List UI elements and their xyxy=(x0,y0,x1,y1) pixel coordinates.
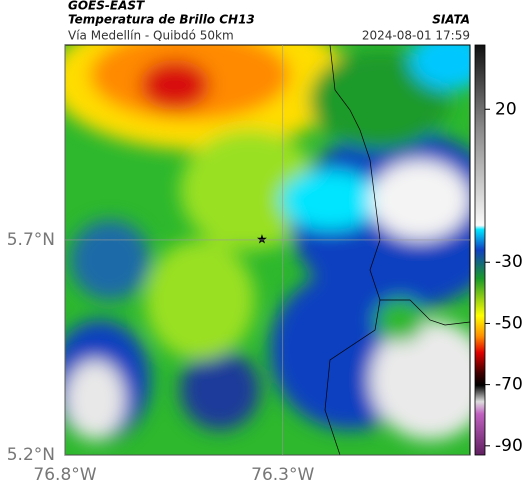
route-label: Vía Medellín - Quibdó 50km xyxy=(68,29,234,43)
y-tick-label: 5.2°N xyxy=(7,445,55,465)
title: Temperatura de Brillo CH13 xyxy=(68,13,255,27)
x-tick-label: 76.3°W xyxy=(251,465,314,485)
colorbar-tick-label: -50 xyxy=(495,313,523,333)
datetime-label: 2024-08-01 17:59 xyxy=(362,29,470,43)
colorbar-tick-label: 20 xyxy=(495,99,517,119)
colorbar-tick-label: -70 xyxy=(495,375,523,395)
colorbar xyxy=(474,44,486,456)
colorbar-tick-label: -30 xyxy=(495,252,523,272)
agency-label: SIATA xyxy=(432,13,470,27)
y-tick-label: 5.7°N xyxy=(7,230,55,250)
colorbar-tick-label: -90 xyxy=(495,436,523,456)
source-label: GOES-EAST xyxy=(68,0,145,13)
x-tick-label: 76.8°W xyxy=(33,465,96,485)
satellite-image: ★ xyxy=(65,45,470,455)
